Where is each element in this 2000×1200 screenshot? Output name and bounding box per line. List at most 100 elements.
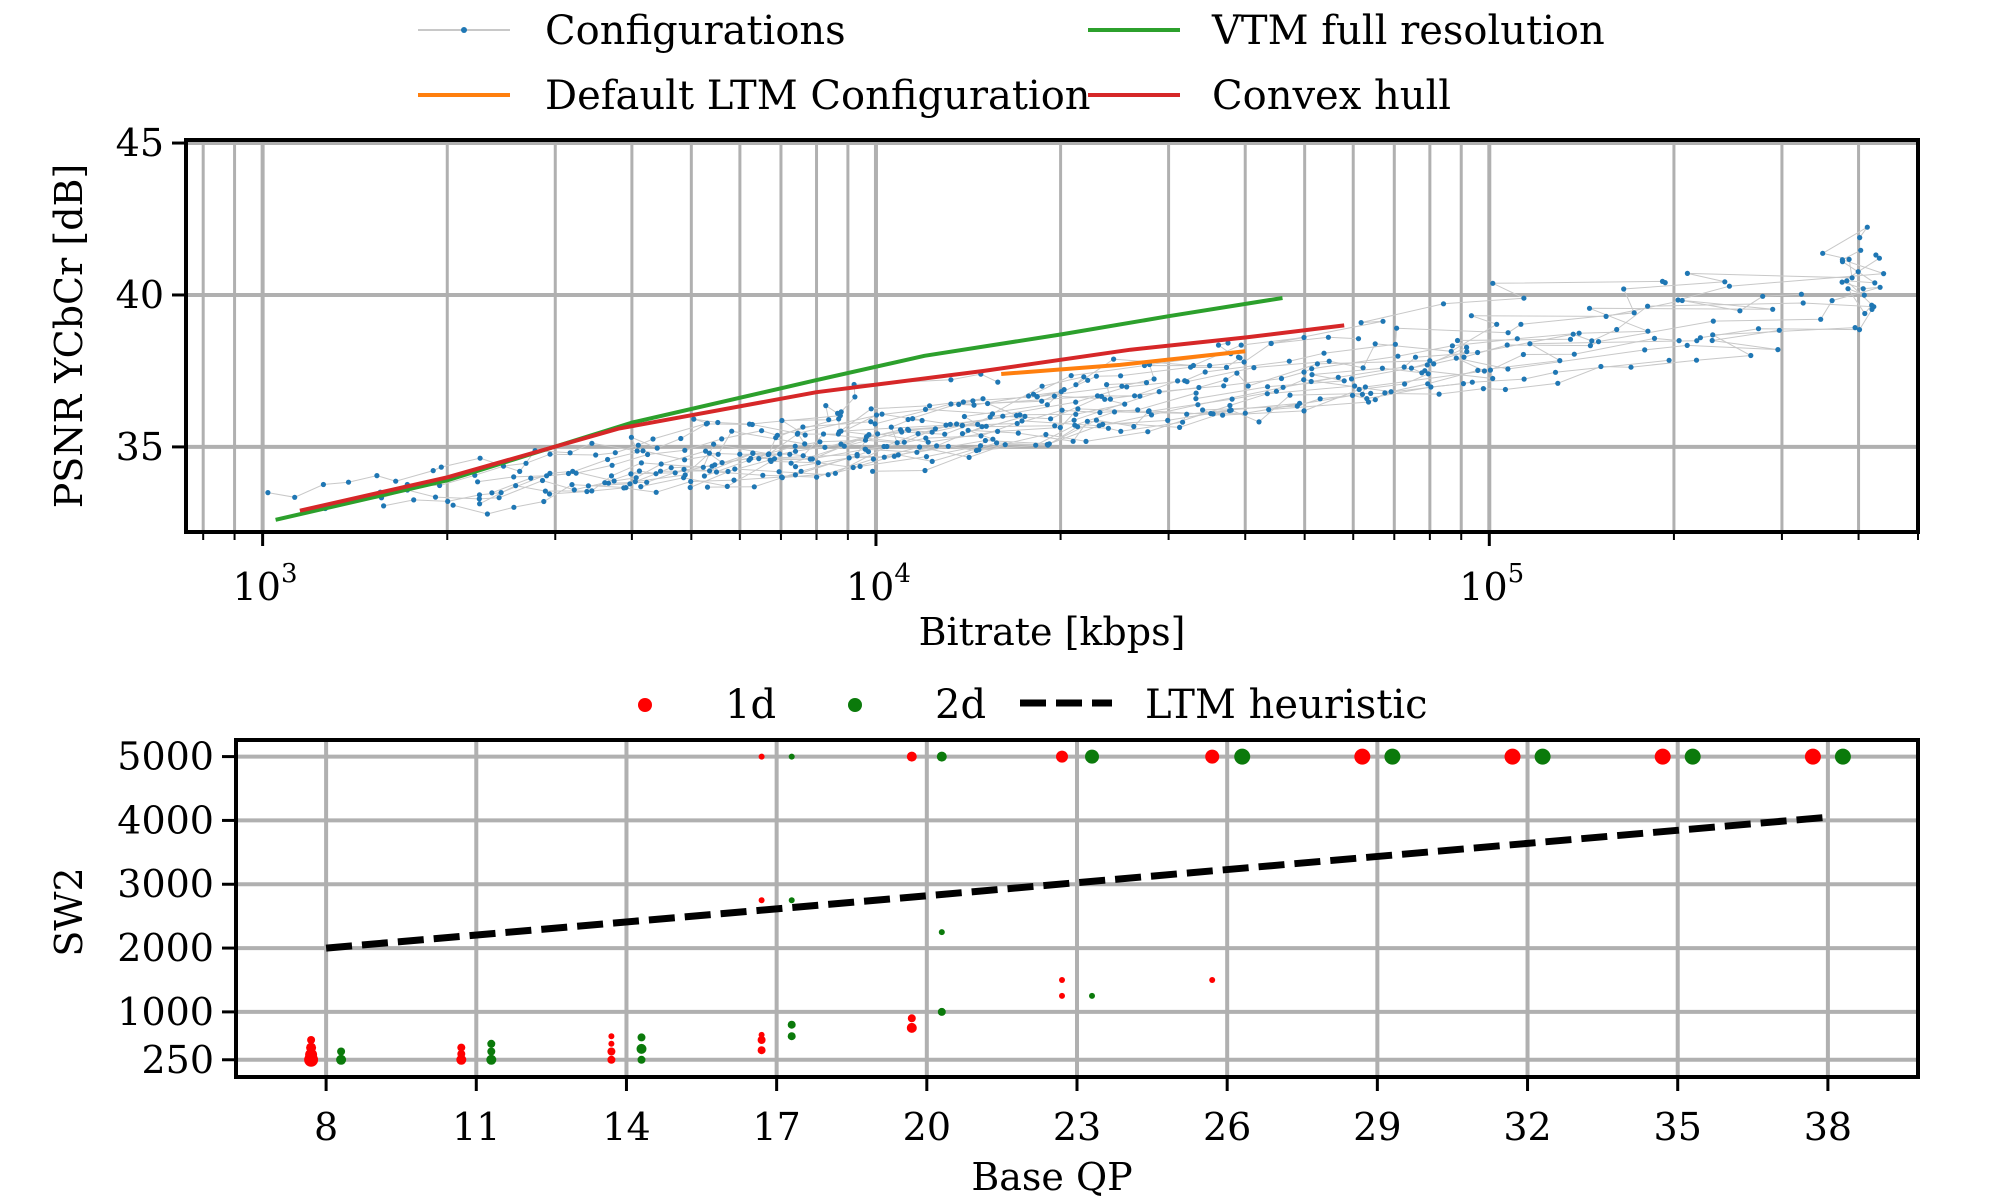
series-default-ltm-configuration [1001, 349, 1246, 376]
config-point [1839, 259, 1846, 265]
config-point [1839, 279, 1845, 285]
config-point [1666, 357, 1672, 363]
point-1d [457, 1043, 466, 1052]
top-plot-frame [184, 138, 1920, 534]
config-point [1555, 380, 1561, 386]
config-point [1234, 370, 1240, 376]
config-point [1388, 389, 1394, 395]
config-point [628, 434, 635, 440]
config-point [1679, 297, 1685, 304]
config-point [565, 470, 572, 477]
config-line [322, 415, 1026, 508]
config-point [1645, 328, 1651, 334]
config-point [638, 460, 645, 466]
config-point [1464, 344, 1470, 350]
config-point [1002, 442, 1008, 448]
config-point [994, 440, 1000, 446]
config-point [792, 443, 798, 449]
config-point [1358, 320, 1364, 326]
config-point [802, 432, 808, 438]
config-point [765, 451, 771, 458]
config-point [1576, 330, 1582, 336]
config-point [995, 428, 1001, 434]
config-point [1094, 393, 1101, 399]
config-point [1570, 331, 1576, 337]
config-point [430, 468, 436, 474]
config-point [1449, 343, 1455, 349]
config-point [906, 427, 912, 433]
config-point [611, 478, 617, 484]
config-point [800, 424, 806, 430]
config-point [873, 412, 880, 418]
config-point [750, 450, 756, 456]
bottom-x-tick-label: 14 [602, 1105, 650, 1149]
config-point [1521, 376, 1527, 382]
point-1d [1804, 748, 1821, 765]
top-config-lines [267, 226, 1884, 515]
top-y-tick-label: 45 [116, 121, 164, 165]
config-point [653, 471, 659, 477]
config-point [645, 451, 651, 458]
config-point [489, 490, 495, 496]
point-1d [307, 1036, 316, 1044]
config-point [1019, 418, 1025, 424]
config-point [1860, 286, 1866, 292]
config-point [1372, 341, 1378, 347]
config-point [1044, 402, 1050, 408]
config-point [1392, 341, 1398, 347]
legend-item-2d: 2d [848, 682, 986, 728]
config-point [1849, 275, 1855, 281]
config-point [608, 473, 615, 479]
config-point [814, 474, 820, 480]
config-point [650, 436, 656, 442]
point-2d [637, 1055, 646, 1064]
config-point [393, 478, 399, 484]
config-point [292, 494, 298, 500]
config-point [760, 472, 766, 478]
config-point [636, 468, 643, 474]
config-point [971, 402, 977, 408]
config-point [1876, 255, 1882, 261]
point-2d [1384, 748, 1401, 765]
config-point [1073, 382, 1079, 388]
config-point [954, 421, 960, 427]
config-point [1030, 391, 1037, 397]
config-point [1436, 391, 1442, 397]
config-point [1514, 336, 1520, 342]
config-point [1190, 362, 1196, 369]
point-1d [758, 753, 765, 760]
config-point [1448, 348, 1454, 354]
config-point [438, 464, 444, 470]
config-point [884, 443, 890, 450]
point-1d [608, 1033, 615, 1040]
config-point [511, 504, 517, 510]
config-point [777, 451, 783, 457]
config-point [681, 475, 687, 481]
config-point [1402, 381, 1408, 387]
config-point [724, 483, 730, 489]
config-point [792, 448, 799, 454]
config-point [1317, 396, 1323, 402]
config-point [411, 497, 417, 503]
config-point [875, 431, 881, 437]
config-point [498, 490, 504, 496]
config-point [1084, 418, 1090, 424]
config-point [751, 484, 757, 490]
config-point [1755, 326, 1762, 332]
config-point [544, 473, 550, 479]
config-point [1710, 318, 1716, 324]
config-point [942, 431, 948, 437]
config-point [1760, 293, 1766, 299]
config-point [1365, 399, 1372, 405]
config-point [1273, 388, 1279, 394]
config-point [1202, 369, 1208, 375]
config-point [1490, 280, 1496, 286]
config-point [822, 444, 828, 450]
config-point [1083, 438, 1089, 444]
config-point [477, 455, 483, 461]
config-point [1820, 250, 1826, 256]
config-point [1321, 350, 1327, 356]
config-point [589, 440, 595, 446]
config-point [832, 470, 839, 476]
config-point [983, 423, 989, 429]
